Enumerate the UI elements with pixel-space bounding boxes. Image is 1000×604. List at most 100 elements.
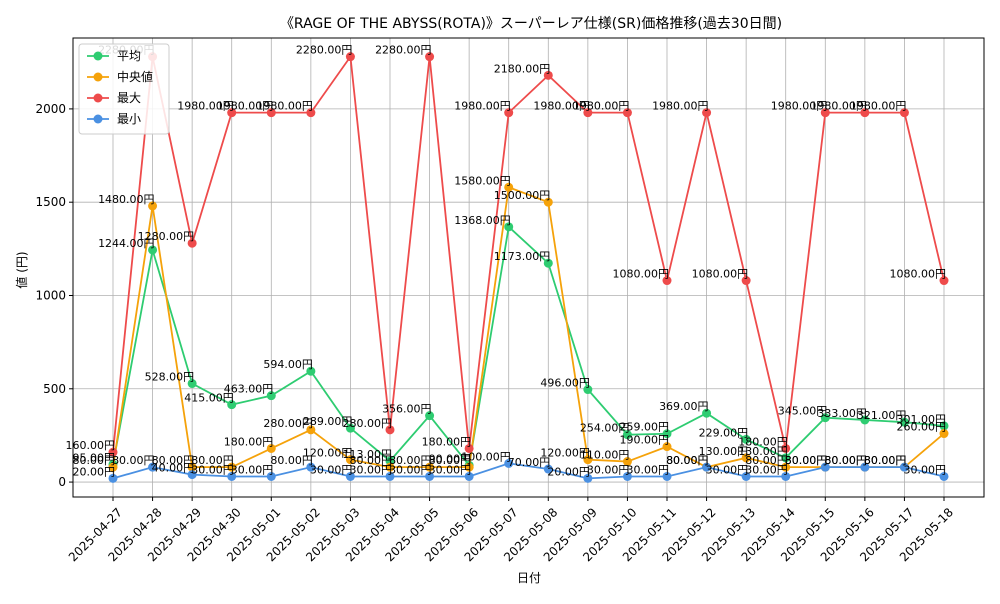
- data-point: [622, 108, 632, 118]
- data-label: 120.00円: [303, 447, 353, 460]
- data-label: 120.00円: [540, 447, 590, 460]
- legend-box: [78, 43, 170, 135]
- data-point: [345, 423, 355, 433]
- data-label: 1080.00円: [692, 268, 749, 281]
- y-tick-label: 500: [43, 382, 66, 396]
- data-point: [227, 471, 237, 481]
- data-label: 1980.00円: [810, 100, 867, 113]
- data-point: [504, 458, 514, 468]
- data-label: 2280.00円: [296, 44, 353, 57]
- series-line: [112, 54, 945, 453]
- data-point: [108, 473, 118, 483]
- data-label: 80.00円: [824, 454, 867, 467]
- data-point: [464, 471, 474, 481]
- data-label: 415.00円: [184, 392, 234, 405]
- data-point: [702, 462, 712, 472]
- data-point: [543, 258, 553, 268]
- data-point: [425, 411, 435, 421]
- data-label: 80.00円: [191, 454, 234, 467]
- data-label: 70.00円: [508, 456, 551, 469]
- legend-swatch-marker: [93, 72, 103, 82]
- data-label: 528.00円: [145, 371, 195, 384]
- y-tick-label: 0: [58, 475, 66, 489]
- data-point: [622, 471, 632, 481]
- data-point: [702, 408, 712, 418]
- data-label: 80.00円: [824, 454, 867, 467]
- data-label: 80.00円: [389, 454, 432, 467]
- data-point: [939, 429, 949, 439]
- data-label: 130.00円: [699, 445, 749, 458]
- data-label: 80.00円: [864, 454, 907, 467]
- data-label: 1500.00円: [494, 189, 551, 202]
- data-point: [781, 462, 791, 472]
- data-label: 80.00円: [864, 454, 907, 467]
- series-line: [112, 186, 945, 469]
- data-point: [306, 425, 316, 435]
- data-label: 1173.00円: [494, 250, 551, 263]
- y-tick-label: 1000: [35, 288, 66, 302]
- data-point: [266, 391, 276, 401]
- data-point: [741, 453, 751, 463]
- data-point: [583, 108, 593, 118]
- data-label: 280.00円: [343, 417, 393, 430]
- legend-swatch-marker: [93, 114, 103, 124]
- data-label: 1980.00円: [652, 100, 709, 113]
- data-label: 301.00円: [897, 413, 947, 426]
- data-point: [425, 462, 435, 472]
- data-point: [741, 434, 751, 444]
- data-point: [702, 108, 712, 118]
- data-label: 80.00円: [73, 454, 116, 467]
- series-平均: [108, 222, 949, 470]
- chart-title: 《RAGE OF THE ABYSS(ROTA)》スーパーレア仕様(SR)価格推…: [280, 16, 782, 32]
- data-point: [820, 108, 830, 118]
- data-point: [306, 462, 316, 472]
- y-axis-title: 値 (円): [14, 251, 29, 288]
- data-label: 289.00円: [303, 415, 353, 428]
- series-layer: [108, 52, 949, 483]
- data-label: 20.00円: [73, 465, 116, 478]
- data-point: [187, 462, 197, 472]
- data-label: 1980.00円: [850, 100, 907, 113]
- data-label: 1580.00円: [454, 174, 511, 187]
- data-point: [385, 462, 395, 472]
- data-point: [345, 471, 355, 481]
- data-label: 190.00円: [620, 434, 670, 447]
- data-point: [860, 108, 870, 118]
- data-label: 30.00円: [627, 463, 670, 476]
- data-point: [781, 453, 791, 463]
- data-label: 20.00円: [547, 465, 590, 478]
- data-point: [583, 473, 593, 483]
- legend-label: 中央値: [117, 69, 153, 84]
- data-label: 180.00円: [224, 435, 274, 448]
- y-tick-label: 2000: [35, 102, 66, 116]
- data-label: 80.00円: [666, 454, 709, 467]
- data-label: 369.00円: [659, 400, 709, 413]
- data-point: [187, 470, 197, 480]
- data-label: 80.00円: [745, 454, 788, 467]
- data-point: [820, 462, 830, 472]
- data-point: [227, 400, 237, 410]
- data-point: [385, 425, 395, 435]
- data-label: 1980.00円: [217, 100, 274, 113]
- data-label: 345.00円: [778, 405, 828, 418]
- data-label: 254.00円: [580, 422, 630, 435]
- data-point: [781, 471, 791, 481]
- data-label: 1480.00円: [98, 193, 155, 206]
- data-label: 80.00円: [152, 454, 195, 467]
- data-label: 496.00円: [540, 377, 590, 390]
- data-label: 30.00円: [587, 463, 630, 476]
- data-point: [464, 462, 474, 472]
- data-label: 180.00円: [738, 435, 788, 448]
- data-point: [622, 457, 632, 467]
- data-point: [108, 447, 118, 457]
- data-point: [345, 455, 355, 465]
- legend-label: 最大: [117, 91, 141, 105]
- data-label: 95.00円: [73, 451, 116, 464]
- data-label: 1980.00円: [454, 100, 511, 113]
- data-point: [187, 379, 197, 389]
- data-point: [543, 197, 553, 207]
- data-label: 80.00円: [112, 454, 155, 467]
- data-point: [662, 471, 672, 481]
